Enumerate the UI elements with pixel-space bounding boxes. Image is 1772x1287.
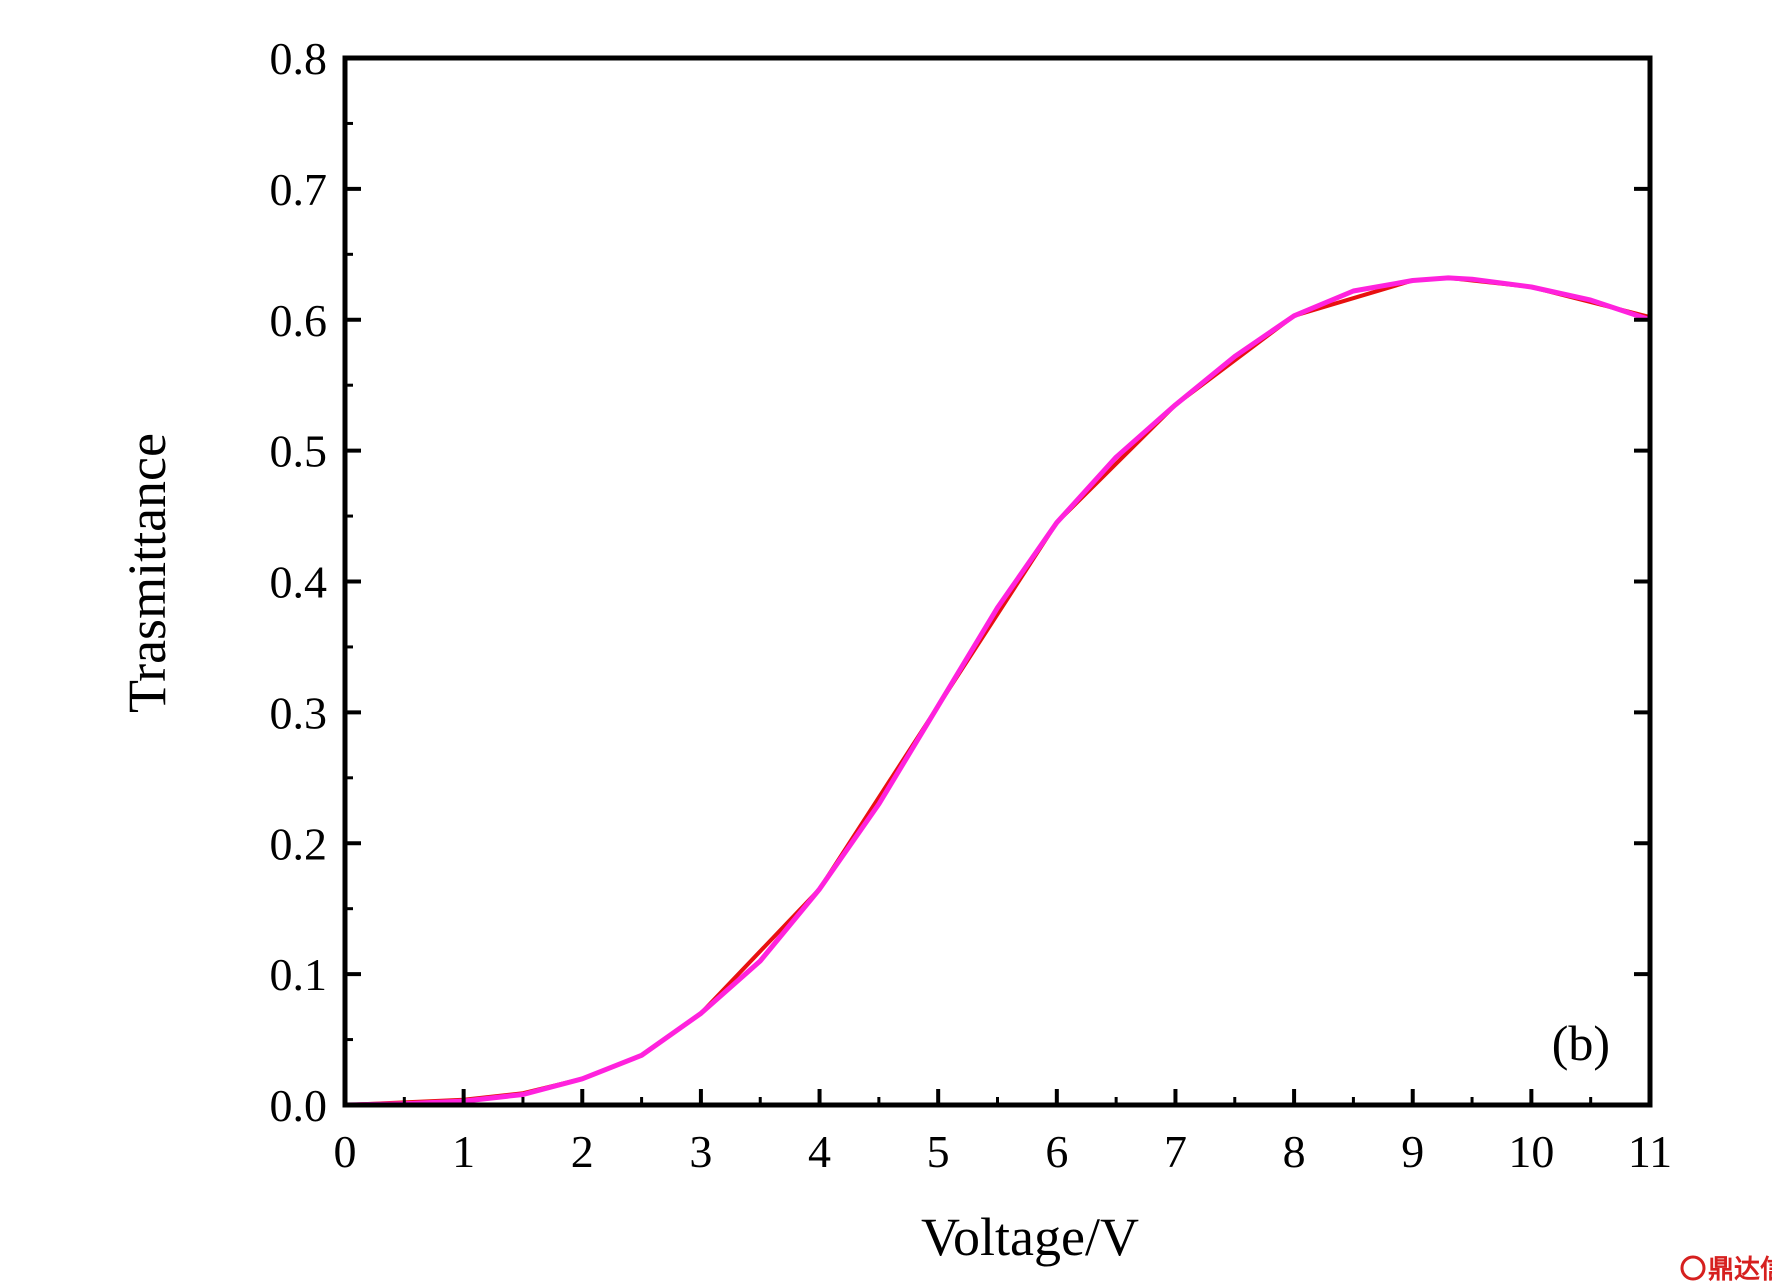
x-tick-label: 4	[808, 1126, 831, 1177]
series-line-0	[342, 275, 1653, 1108]
x-tick-label: 11	[1628, 1126, 1672, 1177]
x-axis-ticks	[343, 1089, 1652, 1105]
y-tick-label: 0.1	[270, 949, 328, 1000]
y-tick-label: 0.7	[270, 164, 328, 215]
y-axis-tick-labels: 0.0 0.1 0.2 0.3 0.4 0.5 0.6 0.7 0.8	[270, 33, 328, 1131]
y-tick-label: 0.8	[270, 33, 328, 84]
watermark-text: 鼎达信	[1708, 1255, 1772, 1285]
x-tick-label: 8	[1283, 1126, 1306, 1177]
y-tick-label: 0.2	[270, 818, 328, 869]
x-tick-label: 7	[1164, 1126, 1187, 1177]
y-tick-label: 0.6	[270, 295, 328, 346]
y-axis-title: Trasmittance	[117, 433, 177, 713]
x-tick-label: 0	[334, 1126, 357, 1177]
y-axis-ticks	[345, 56, 1650, 1107]
y-tick-label: 0.4	[270, 557, 328, 608]
panel-label: (b)	[1552, 1015, 1610, 1071]
x-tick-label: 5	[927, 1126, 950, 1177]
x-tick-label: 3	[689, 1126, 712, 1177]
y-tick-label: 0.5	[270, 426, 328, 477]
x-tick-label: 10	[1508, 1126, 1554, 1177]
x-tick-label: 1	[452, 1126, 475, 1177]
x-axis-title: Voltage/V	[921, 1207, 1139, 1267]
x-tick-label: 9	[1401, 1126, 1424, 1177]
x-axis-tick-labels: 0 1 2 3 4 5 6 7 8 9 10 11	[334, 1126, 1673, 1177]
x-tick-label: 2	[571, 1126, 594, 1177]
watermark-logo: 鼎达信	[1680, 1255, 1772, 1285]
x-tick-label: 6	[1045, 1126, 1068, 1177]
watermark-seal-icon	[1680, 1255, 1706, 1281]
y-tick-label: 0.0	[270, 1080, 328, 1131]
y-tick-label: 0.3	[270, 687, 328, 738]
